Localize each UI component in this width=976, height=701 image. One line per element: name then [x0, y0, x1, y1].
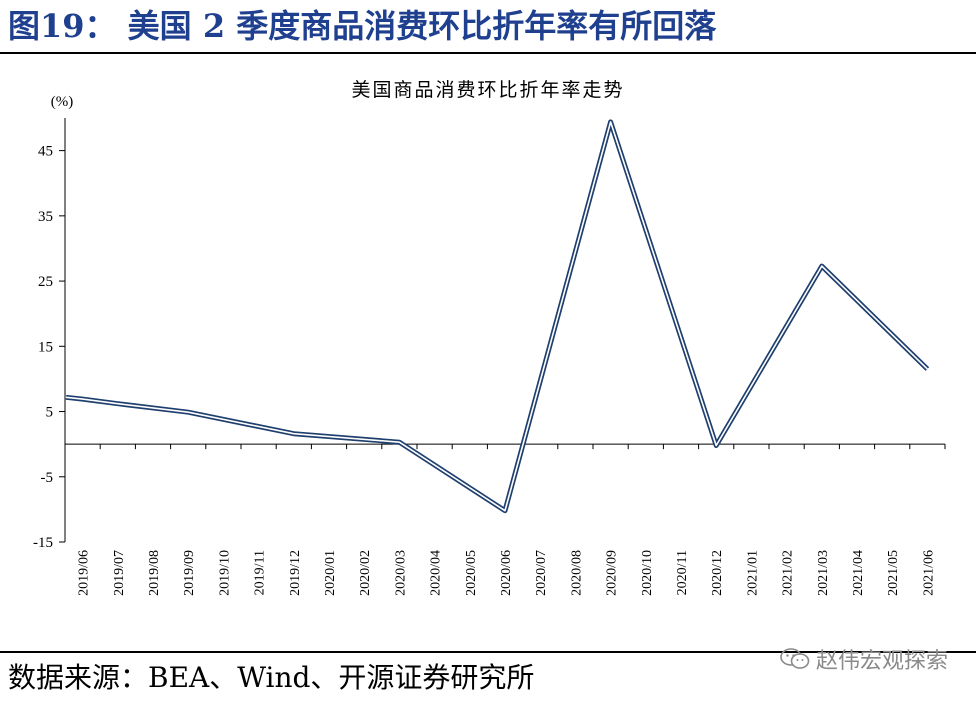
y-unit-label: (%)	[51, 94, 74, 110]
y-ticks: -15 -5 5 15 25 35 45	[33, 144, 65, 551]
x-ticks: 2019/06 2019/07 2019/08 2019/09 2019/10 2019/…	[64, 444, 946, 596]
x-tick-label: 2021/02	[781, 550, 796, 596]
x-tick-label: 2021/05	[886, 550, 901, 596]
watermark: 赵伟宏观探索	[780, 643, 948, 675]
watermark-text: 赵伟宏观探索	[815, 649, 948, 674]
x-tick-label: 2019/08	[147, 550, 162, 596]
series-line-outline	[65, 119, 930, 514]
y-tick-label: 45	[38, 144, 53, 160]
series-line	[65, 121, 928, 512]
x-tick-label: 2020/03	[393, 550, 408, 596]
y-tick-label: 35	[38, 209, 53, 225]
source-note: 数据来源：BEA、Wind、开源证券研究所	[8, 661, 535, 694]
x-tick-label: 2020/04	[429, 550, 444, 596]
x-tick-label: 2021/01	[745, 550, 760, 596]
chart-title: 美国商品消费环比折年率走势	[351, 79, 624, 101]
figure-title: 图19： 美国 2 季度商品消费环比折年率有所回落	[8, 7, 717, 45]
wechat-icon	[780, 648, 810, 669]
x-tick-label: 2019/10	[217, 550, 232, 596]
y-tick-label: 25	[38, 274, 53, 290]
x-tick-label: 2020/09	[605, 550, 620, 596]
x-tick-label: 2020/01	[323, 550, 338, 596]
x-tick-label: 2020/06	[499, 550, 514, 596]
x-tick-label: 2021/03	[816, 550, 831, 596]
x-tick-label: 2020/10	[640, 550, 655, 596]
x-tick-label: 2020/08	[569, 550, 584, 596]
x-tick-label: 2019/11	[253, 550, 268, 595]
x-tick-label: 2021/04	[851, 550, 866, 596]
x-tick-label: 2020/05	[464, 550, 479, 596]
bottom-rule	[0, 651, 976, 653]
y-tick-label: -5	[41, 470, 54, 486]
y-tick-label: 15	[38, 339, 53, 355]
x-tick-label: 2020/12	[710, 550, 725, 596]
x-tick-label: 2019/07	[112, 550, 127, 596]
x-tick-label: 2020/02	[358, 550, 373, 596]
x-tick-label: 2020/11	[675, 550, 690, 595]
series-points	[82, 121, 928, 511]
y-tick-label: 5	[46, 405, 54, 421]
y-tick-label: -15	[33, 535, 53, 551]
x-tick-label: 2021/06	[921, 550, 936, 596]
x-tick-label: 2019/06	[77, 550, 92, 596]
top-rule	[0, 52, 976, 54]
x-tick-label: 2019/12	[288, 550, 303, 596]
x-tick-label: 2020/07	[534, 550, 549, 596]
line-chart: 美国商品消费环比折年率走势 (%) -15 -5 5 15 25 35 45 2019/06…	[33, 79, 946, 596]
x-tick-label: 2019/09	[182, 550, 197, 596]
